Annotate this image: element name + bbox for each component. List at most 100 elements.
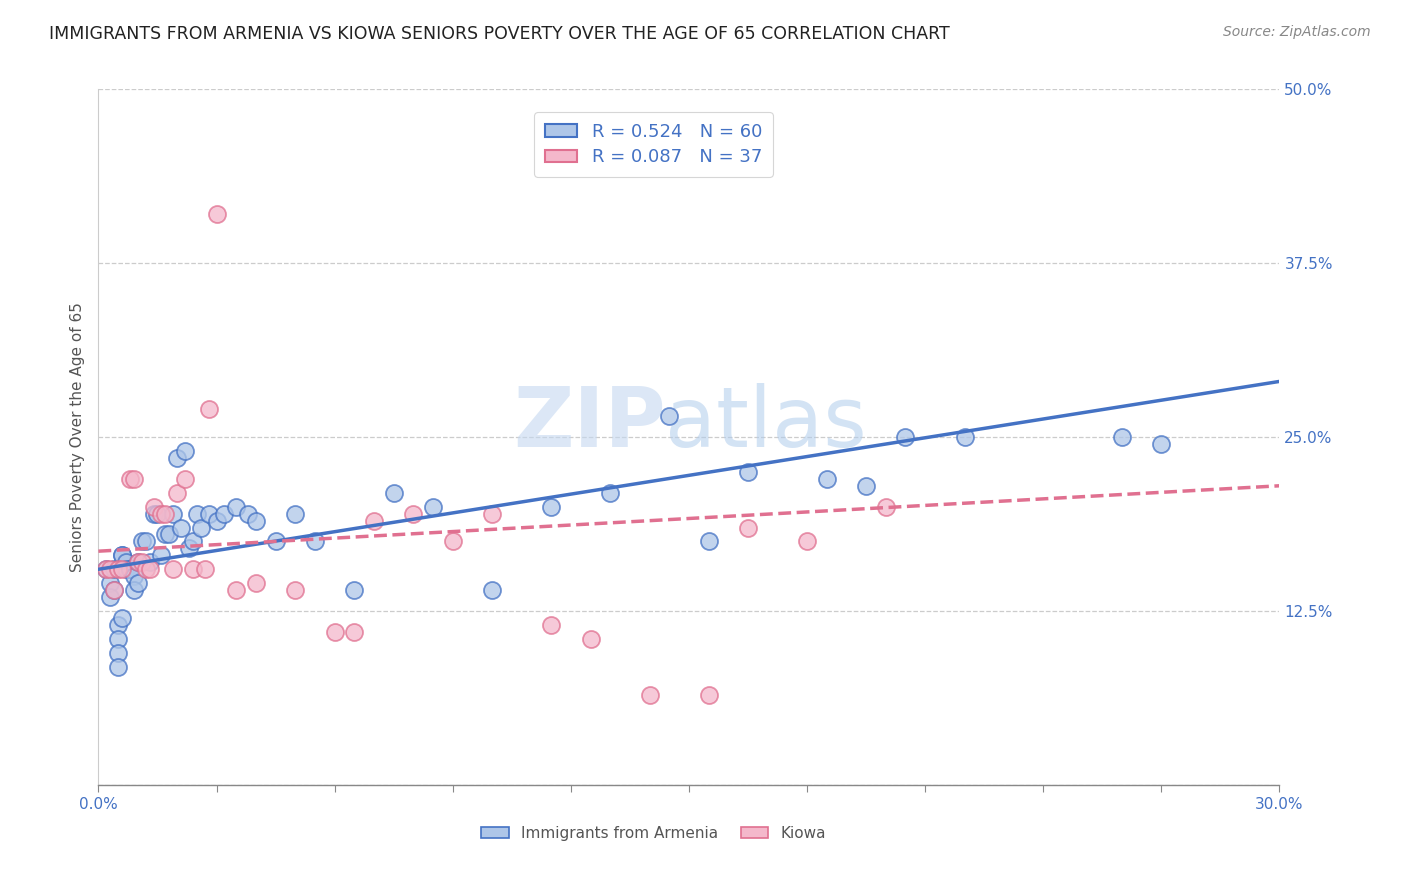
Point <box>205 514 228 528</box>
Point <box>540 500 562 514</box>
Point <box>481 583 503 598</box>
Point <box>181 534 204 549</box>
Point <box>122 472 145 486</box>
Point <box>122 569 145 583</box>
Point <box>264 534 287 549</box>
Point <box>111 549 134 563</box>
Point <box>107 659 129 673</box>
Y-axis label: Seniors Poverty Over the Age of 65: Seniors Poverty Over the Age of 65 <box>69 302 84 572</box>
Point <box>304 534 326 549</box>
Text: atlas: atlas <box>665 383 868 464</box>
Point <box>155 527 177 541</box>
Point <box>284 583 307 598</box>
Legend: Immigrants from Armenia, Kiowa: Immigrants from Armenia, Kiowa <box>475 820 832 847</box>
Point <box>127 576 149 591</box>
Point <box>579 632 602 646</box>
Point <box>127 555 149 569</box>
Point <box>142 507 165 521</box>
Point <box>284 507 307 521</box>
Point <box>150 549 173 563</box>
Point <box>697 688 720 702</box>
Point <box>107 618 129 632</box>
Point <box>135 562 157 576</box>
Text: Source: ZipAtlas.com: Source: ZipAtlas.com <box>1223 25 1371 39</box>
Point <box>214 507 236 521</box>
Point <box>481 507 503 521</box>
Point <box>402 507 425 521</box>
Point <box>170 520 193 534</box>
Point <box>118 562 141 576</box>
Point <box>343 583 366 598</box>
Text: IMMIGRANTS FROM ARMENIA VS KIOWA SENIORS POVERTY OVER THE AGE OF 65 CORRELATION : IMMIGRANTS FROM ARMENIA VS KIOWA SENIORS… <box>49 25 950 43</box>
Point <box>236 507 259 521</box>
Point <box>166 450 188 465</box>
Point <box>107 562 129 576</box>
Point <box>118 472 141 486</box>
Point <box>737 465 759 479</box>
Point <box>96 562 118 576</box>
Point <box>162 507 184 521</box>
Point <box>422 500 444 514</box>
Point <box>107 646 129 660</box>
Point <box>205 207 228 221</box>
Point <box>157 527 180 541</box>
Point <box>382 485 405 500</box>
Point <box>111 562 134 576</box>
Point <box>181 562 204 576</box>
Point <box>1111 430 1133 444</box>
Text: ZIP: ZIP <box>513 383 665 464</box>
Point <box>131 555 153 569</box>
Point <box>540 618 562 632</box>
Point <box>174 444 197 458</box>
Point <box>599 485 621 500</box>
Point <box>127 555 149 569</box>
Point <box>122 583 145 598</box>
Point <box>197 402 219 417</box>
Point <box>225 583 247 598</box>
Point <box>638 688 661 702</box>
Point <box>103 583 125 598</box>
Point <box>245 576 267 591</box>
Point <box>245 514 267 528</box>
Point <box>177 541 200 556</box>
Point <box>174 472 197 486</box>
Point <box>197 507 219 521</box>
Point <box>103 562 125 576</box>
Point <box>138 555 160 569</box>
Point <box>142 500 165 514</box>
Point <box>737 520 759 534</box>
Point <box>166 485 188 500</box>
Point <box>96 562 118 576</box>
Point <box>194 562 217 576</box>
Point <box>98 562 121 576</box>
Point <box>658 409 681 424</box>
Point <box>953 430 976 444</box>
Point <box>186 507 208 521</box>
Point <box>115 562 138 576</box>
Point <box>111 549 134 563</box>
Point <box>894 430 917 444</box>
Point <box>363 514 385 528</box>
Point <box>225 500 247 514</box>
Point <box>146 507 169 521</box>
Point <box>162 562 184 576</box>
Point <box>135 534 157 549</box>
Point <box>118 562 141 576</box>
Point <box>115 555 138 569</box>
Point <box>875 500 897 514</box>
Point <box>796 534 818 549</box>
Point <box>111 611 134 625</box>
Point <box>138 562 160 576</box>
Point <box>98 576 121 591</box>
Point <box>323 624 346 639</box>
Point <box>855 479 877 493</box>
Point <box>103 583 125 598</box>
Point <box>441 534 464 549</box>
Point <box>697 534 720 549</box>
Point <box>98 590 121 604</box>
Point <box>150 507 173 521</box>
Point <box>1150 437 1173 451</box>
Point <box>190 520 212 534</box>
Point <box>155 507 177 521</box>
Point <box>815 472 838 486</box>
